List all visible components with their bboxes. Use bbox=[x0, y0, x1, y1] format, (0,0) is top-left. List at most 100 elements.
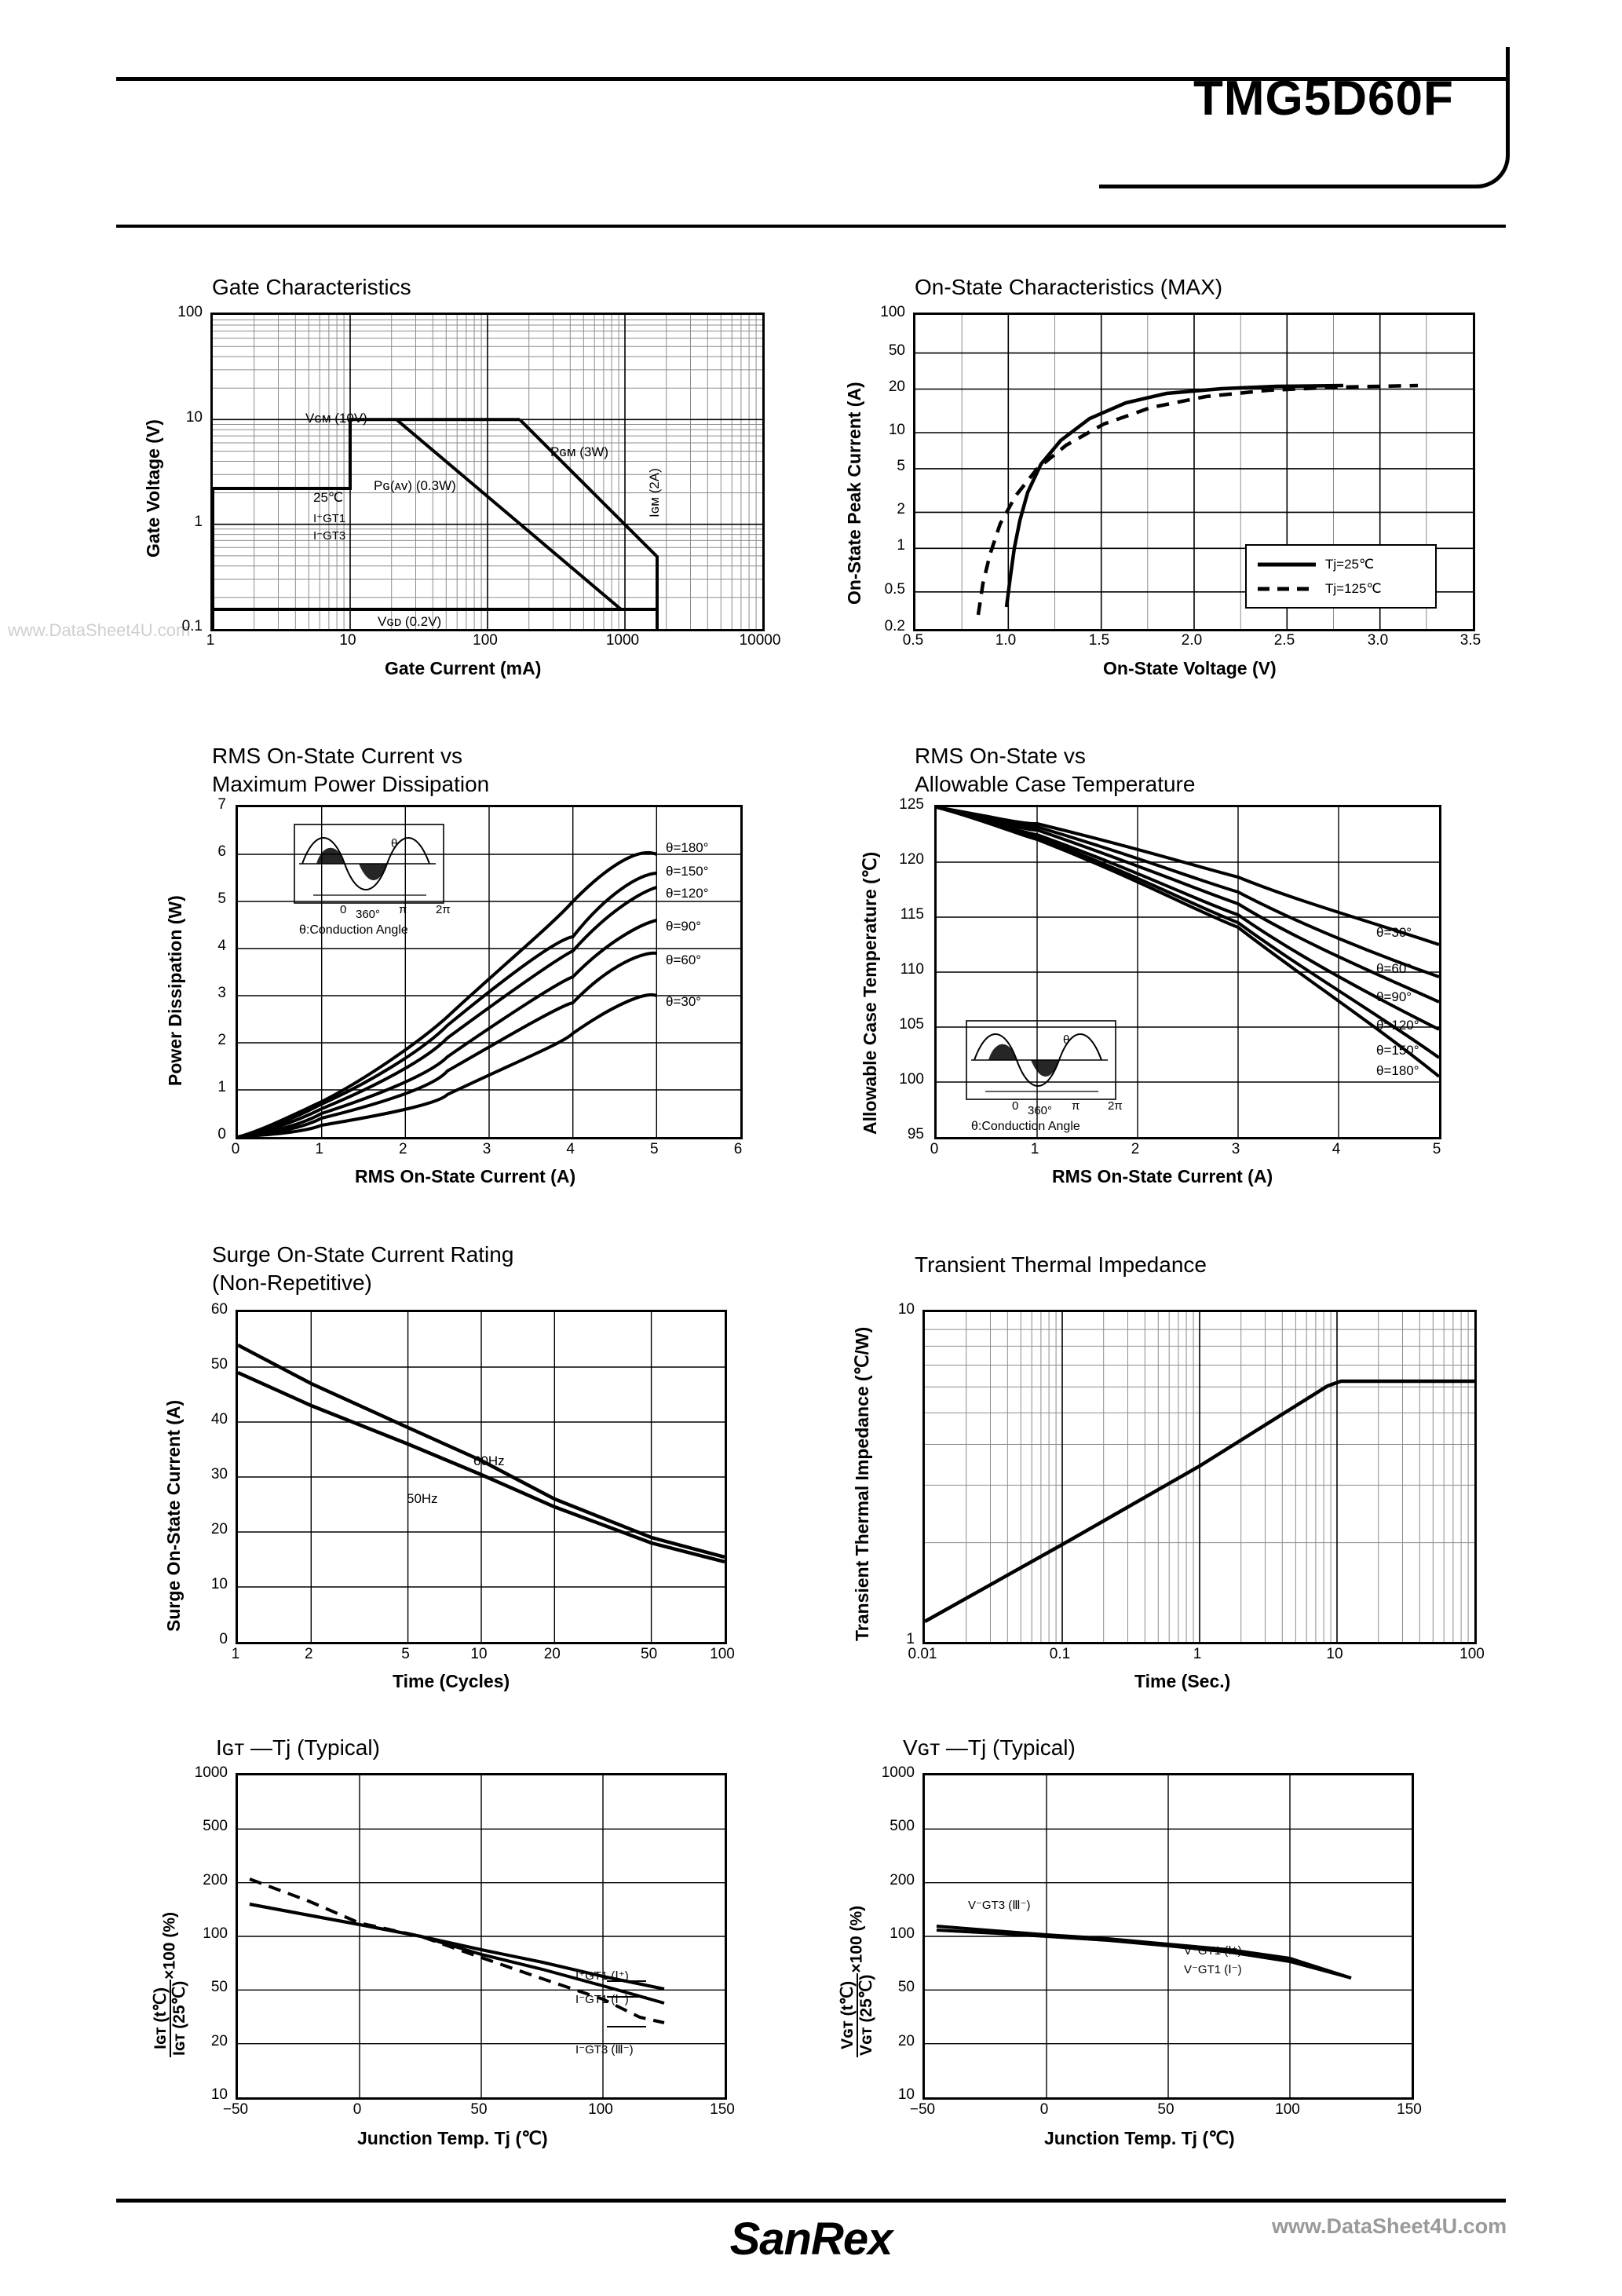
xtick: 100 bbox=[710, 1646, 735, 1662]
xtick: 0 bbox=[930, 1141, 939, 1157]
xtick: 5 bbox=[401, 1646, 410, 1662]
x-axis-label: Time (Sec.) bbox=[1134, 1671, 1231, 1691]
annotation-25c: 25℃ bbox=[313, 490, 344, 505]
ytick: 0.5 bbox=[884, 580, 905, 598]
xtick: 100 bbox=[1275, 2101, 1300, 2118]
y-axis-label: Vɢᴛ (t℃) Vɢᴛ (25℃) ×100 (%) bbox=[838, 1905, 875, 2057]
curve-label-60: θ=60° bbox=[1376, 961, 1412, 976]
ytick: 1000 bbox=[881, 1764, 915, 1781]
xtick: 3.5 bbox=[1459, 632, 1481, 649]
vgt-plot-svg bbox=[925, 1775, 1412, 2097]
ytick: 1 bbox=[897, 537, 905, 554]
header-corner-box bbox=[1099, 47, 1510, 188]
inset-mark-0: 0 bbox=[1012, 1099, 1019, 1113]
ytick: 95 bbox=[907, 1126, 924, 1143]
curve-label-180: θ=180° bbox=[666, 840, 709, 855]
curve-label-30: θ=30° bbox=[1376, 925, 1412, 940]
xtick: 0 bbox=[353, 2101, 362, 2118]
plot-area: Vɢᴍ (10V) Pɢᴍ (3W) Pɢ(ᴀᴠ) (0.3W) Vɢᴅ (0.… bbox=[210, 313, 765, 631]
y-axis-label-tail: ×100 (%) bbox=[847, 1905, 866, 1973]
x-axis-label: Junction Temp. Tj (℃) bbox=[1044, 2128, 1235, 2148]
header-top-rule bbox=[116, 77, 1506, 81]
curve-label-igt3-minus: I⁻GT3 (Ⅲ⁻) bbox=[575, 2043, 634, 2057]
curve-label-60: θ=60° bbox=[666, 952, 702, 967]
curve-label-vgt1-minus: V⁻GT1 (Ⅰ⁻) bbox=[1184, 1963, 1242, 1976]
plot-area: Tj=25℃ Tj=125℃ bbox=[913, 313, 1475, 631]
annotation-igt1: I⁺GT1 bbox=[313, 512, 346, 525]
xtick: 50 bbox=[641, 1646, 658, 1662]
xtick: 0.5 bbox=[902, 632, 924, 649]
curve-label-150: θ=150° bbox=[666, 864, 709, 879]
curve-label-150: θ=150° bbox=[1376, 1043, 1419, 1058]
inset-mark-theta: θ bbox=[391, 837, 398, 850]
footer-rule bbox=[116, 2199, 1506, 2203]
ytick: 10 bbox=[897, 1301, 915, 1318]
ytick: 10 bbox=[185, 409, 203, 426]
plot-area: I⁺GT1 (Ⅰ⁺) I⁻GT1 (Ⅰ⁻) I⁻GT3 (Ⅲ⁻) bbox=[236, 1773, 727, 2100]
gate-plot-svg bbox=[213, 315, 762, 629]
ytick: 0 bbox=[219, 1631, 228, 1647]
xtick: 5 bbox=[1432, 1141, 1441, 1157]
y-axis-label: Surge On-State Current (A) bbox=[163, 1399, 184, 1632]
inset-mark-0: 0 bbox=[340, 903, 347, 916]
igt-plot-svg bbox=[238, 1775, 725, 2097]
xtick: 0.1 bbox=[1049, 1646, 1071, 1662]
ytick: 100 bbox=[880, 304, 905, 320]
xtick: 50 bbox=[470, 2101, 488, 2118]
curve-label-30: θ=30° bbox=[666, 994, 702, 1009]
y-axis-label: Gate Voltage (V) bbox=[143, 419, 163, 558]
ytick: 200 bbox=[890, 1871, 915, 1888]
header-bottom-rule bbox=[116, 225, 1506, 228]
curve-label-igt1-minus: I⁻GT1 (Ⅰ⁻) bbox=[575, 1993, 629, 2006]
chart-on-state-characteristics: On-State Characteristics (MAX) bbox=[844, 275, 1535, 699]
plot-area: 0 π 2π θ 360° θ:Conduction Angle θ=30° θ… bbox=[934, 805, 1441, 1139]
chart-rms-case-temperature: RMS On-State vs Allowable Case Temperatu… bbox=[844, 742, 1551, 1221]
xtick: 1 bbox=[1193, 1646, 1202, 1662]
y-axis-label: Transient Thermal Impedance (℃/W) bbox=[852, 1326, 872, 1641]
curve-label-180: θ=180° bbox=[1376, 1063, 1419, 1078]
chart-title: RMS On-State vs Allowable Case Temperatu… bbox=[915, 744, 1196, 796]
x-axis-label: Time (Cycles) bbox=[393, 1671, 510, 1691]
x-axis-label: Gate Current (mA) bbox=[385, 658, 542, 678]
y-axis-label-tail: ×100 (%) bbox=[160, 1912, 179, 1980]
annotation-igm: Iɢᴍ (2A) bbox=[647, 468, 662, 517]
xtick: −50 bbox=[909, 2101, 936, 2118]
annotation-vgm: Vɢᴍ (10V) bbox=[305, 411, 367, 426]
ytick: 10 bbox=[897, 2086, 915, 2103]
plot-area bbox=[922, 1310, 1477, 1644]
xtick: 10 bbox=[339, 632, 356, 649]
chart-surge-current: Surge On-State Current Rating (Non-Repet… bbox=[157, 1241, 809, 1712]
inset-mark-pi: π bbox=[399, 903, 407, 916]
legend-box: Tj=25℃ Tj=125℃ bbox=[1245, 544, 1437, 609]
chart-gate-characteristics: Gate Characteristics bbox=[143, 275, 809, 699]
xtick: −50 bbox=[222, 2101, 249, 2118]
ytick: 115 bbox=[900, 906, 924, 923]
ytick: 0 bbox=[217, 1126, 226, 1143]
y-axis-label: Iɢᴛ (t℃) Iɢᴛ (25℃) ×100 (%) bbox=[152, 1912, 188, 2057]
y-axis-label: On-State Peak Current (A) bbox=[844, 382, 864, 605]
ytick: 120 bbox=[899, 851, 924, 868]
onstate-plot-svg bbox=[915, 315, 1473, 629]
inset-waveform bbox=[966, 1020, 1116, 1100]
y-axis-label: Allowable Case Temperature (℃) bbox=[860, 851, 880, 1135]
rmspower-plot-svg bbox=[238, 807, 740, 1137]
xtick: 100 bbox=[473, 632, 498, 649]
ytick: 500 bbox=[203, 1818, 228, 1835]
curve-label-90: θ=90° bbox=[666, 919, 702, 934]
y-axis-numerator: Vɢᴛ (t℃) bbox=[838, 1972, 859, 2057]
y-axis-label: Power Dissipation (W) bbox=[165, 895, 185, 1086]
inset-caption: θ:Conduction Angle bbox=[971, 1120, 1080, 1133]
legend-label-tj125: Tj=125℃ bbox=[1325, 581, 1382, 596]
curve-label-vgt1-plus: V⁺GT1 (Ⅰ⁺) bbox=[1184, 1944, 1242, 1958]
y-axis-fraction: Vɢᴛ (t℃) Vɢᴛ (25℃) bbox=[838, 1972, 875, 2057]
curve-label-vgt3-minus: V⁻GT3 (Ⅲ⁻) bbox=[968, 1899, 1031, 1912]
xtick: 1000 bbox=[605, 632, 640, 649]
ytick: 50 bbox=[897, 1979, 915, 1996]
ytick: 5 bbox=[217, 890, 226, 907]
xtick: 1 bbox=[231, 1646, 240, 1662]
xtick: 150 bbox=[710, 2101, 735, 2118]
xtick: 2.5 bbox=[1273, 632, 1295, 649]
xtick: 1.5 bbox=[1088, 632, 1110, 649]
ytick: 4 bbox=[217, 938, 226, 954]
